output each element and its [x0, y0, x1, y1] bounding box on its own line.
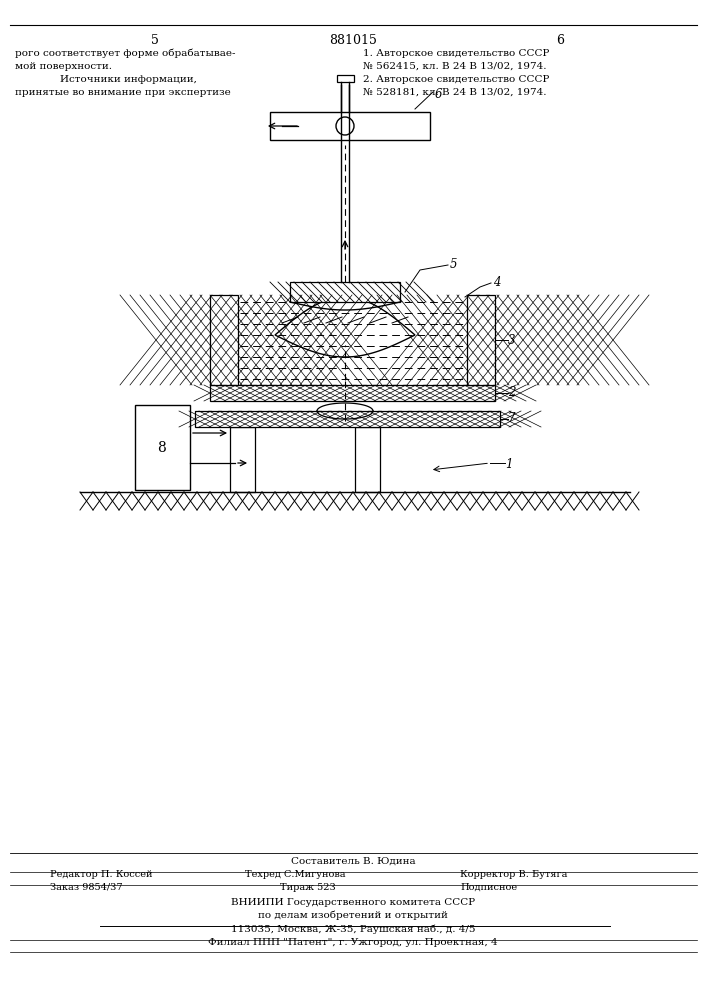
Text: Техред С.Мигунова: Техред С.Мигунова — [245, 870, 346, 879]
Circle shape — [336, 117, 354, 135]
Text: рого соответствует форме обрабатывае-: рого соответствует форме обрабатывае- — [15, 49, 235, 58]
Text: по делам изобретений и открытий: по делам изобретений и открытий — [258, 911, 448, 920]
Text: Редактор П. Коссей: Редактор П. Коссей — [50, 870, 153, 879]
Text: Заказ 9854/37: Заказ 9854/37 — [50, 883, 122, 892]
Text: 881015: 881015 — [329, 34, 377, 47]
Text: 3: 3 — [508, 334, 515, 347]
Bar — [195, 411, 500, 427]
Bar — [290, 282, 400, 302]
Text: 2: 2 — [508, 386, 515, 399]
Bar — [355, 427, 380, 492]
Text: 4: 4 — [493, 276, 501, 290]
Text: 1. Авторское свидетельство СССР: 1. Авторское свидетельство СССР — [363, 49, 549, 58]
Text: Филиал ППП "Патент", г. Ужгород, ул. Проектная, 4: Филиал ППП "Патент", г. Ужгород, ул. Про… — [208, 938, 498, 947]
Text: 5: 5 — [450, 258, 457, 271]
Text: Тираж 523: Тираж 523 — [280, 883, 336, 892]
Text: № 562415, кл. В 24 В 13/02, 1974.: № 562415, кл. В 24 В 13/02, 1974. — [363, 62, 547, 71]
Text: 6: 6 — [435, 88, 443, 101]
Text: № 528181, кл. В 24 В 13/02, 1974.: № 528181, кл. В 24 В 13/02, 1974. — [363, 88, 547, 97]
Text: мой поверхности.: мой поверхности. — [15, 62, 112, 71]
Text: Составитель В. Юдина: Составитель В. Юдина — [291, 857, 415, 866]
Bar — [210, 295, 238, 385]
Bar — [230, 427, 255, 492]
Text: 2. Авторское свидетельство СССР: 2. Авторское свидетельство СССР — [363, 75, 549, 84]
Text: 1: 1 — [505, 458, 513, 472]
Text: 113035, Москва, Ж-35, Раушская наб., д. 4/5: 113035, Москва, Ж-35, Раушская наб., д. … — [230, 924, 475, 934]
Bar — [135, 405, 190, 490]
Text: Корректор В. Бутяга: Корректор В. Бутяга — [460, 870, 568, 879]
Bar — [337, 75, 354, 82]
Polygon shape — [275, 297, 415, 357]
Text: 8: 8 — [158, 441, 166, 455]
Bar — [467, 295, 495, 385]
Text: 7: 7 — [508, 412, 515, 426]
Bar — [270, 112, 430, 140]
Text: принятые во внимание при экспертизе: принятые во внимание при экспертизе — [15, 88, 230, 97]
Text: 5: 5 — [151, 34, 159, 47]
Text: Подписное: Подписное — [460, 883, 517, 892]
Bar — [210, 385, 495, 401]
Text: ВНИИПИ Государственного комитета СССР: ВНИИПИ Государственного комитета СССР — [231, 898, 475, 907]
Text: Источники информации,: Источники информации, — [60, 75, 197, 84]
Text: 6: 6 — [556, 34, 564, 47]
